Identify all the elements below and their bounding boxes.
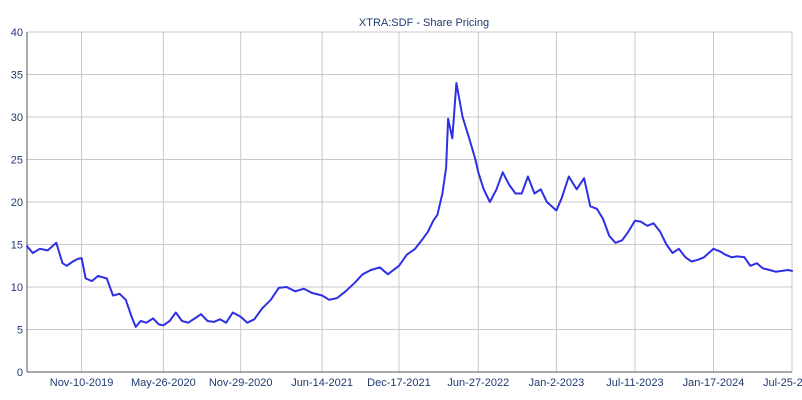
x-tick-label: Nov-29-2020 bbox=[209, 377, 273, 389]
y-tick-label: 20 bbox=[11, 197, 23, 209]
x-tick-label: Jun-14-2021 bbox=[291, 377, 353, 389]
y-tick-label: 15 bbox=[11, 240, 23, 252]
grid bbox=[27, 31, 793, 373]
series-line-0 bbox=[26, 82, 793, 328]
x-tick-label: Jul-25-2024 bbox=[763, 377, 802, 389]
chart-title: XTRA:SDF - Share Pricing bbox=[359, 17, 489, 29]
x-tick-label: Jun-27-2022 bbox=[447, 377, 509, 389]
series bbox=[26, 82, 793, 328]
x-tick-label: Jan-17-2024 bbox=[683, 377, 745, 389]
x-tick-labels: Nov-10-2019 May-26-2020 Nov-29-2020 Jun-14-… bbox=[50, 377, 802, 389]
x-tick-label: Jan-2-2023 bbox=[529, 377, 585, 389]
y-tick-label: 25 bbox=[11, 155, 23, 167]
axes bbox=[26, 32, 792, 373]
x-tick-label: Jul-11-2023 bbox=[606, 377, 663, 389]
x-tick-label: Nov-10-2019 bbox=[50, 377, 114, 389]
y-tick-label: 40 bbox=[11, 27, 23, 39]
y-tick-labels: 0 5 10 15 20 25 30 35 40 bbox=[11, 27, 23, 379]
y-tick-label: 5 bbox=[17, 325, 23, 337]
x-tick-label: May-26-2020 bbox=[131, 377, 196, 389]
y-tick-label: 10 bbox=[11, 282, 23, 294]
y-tick-label: 0 bbox=[17, 367, 23, 379]
y-tick-label: 35 bbox=[11, 70, 23, 82]
y-tick-label: 30 bbox=[11, 112, 23, 124]
x-tick-label: Dec-17-2021 bbox=[367, 377, 431, 389]
